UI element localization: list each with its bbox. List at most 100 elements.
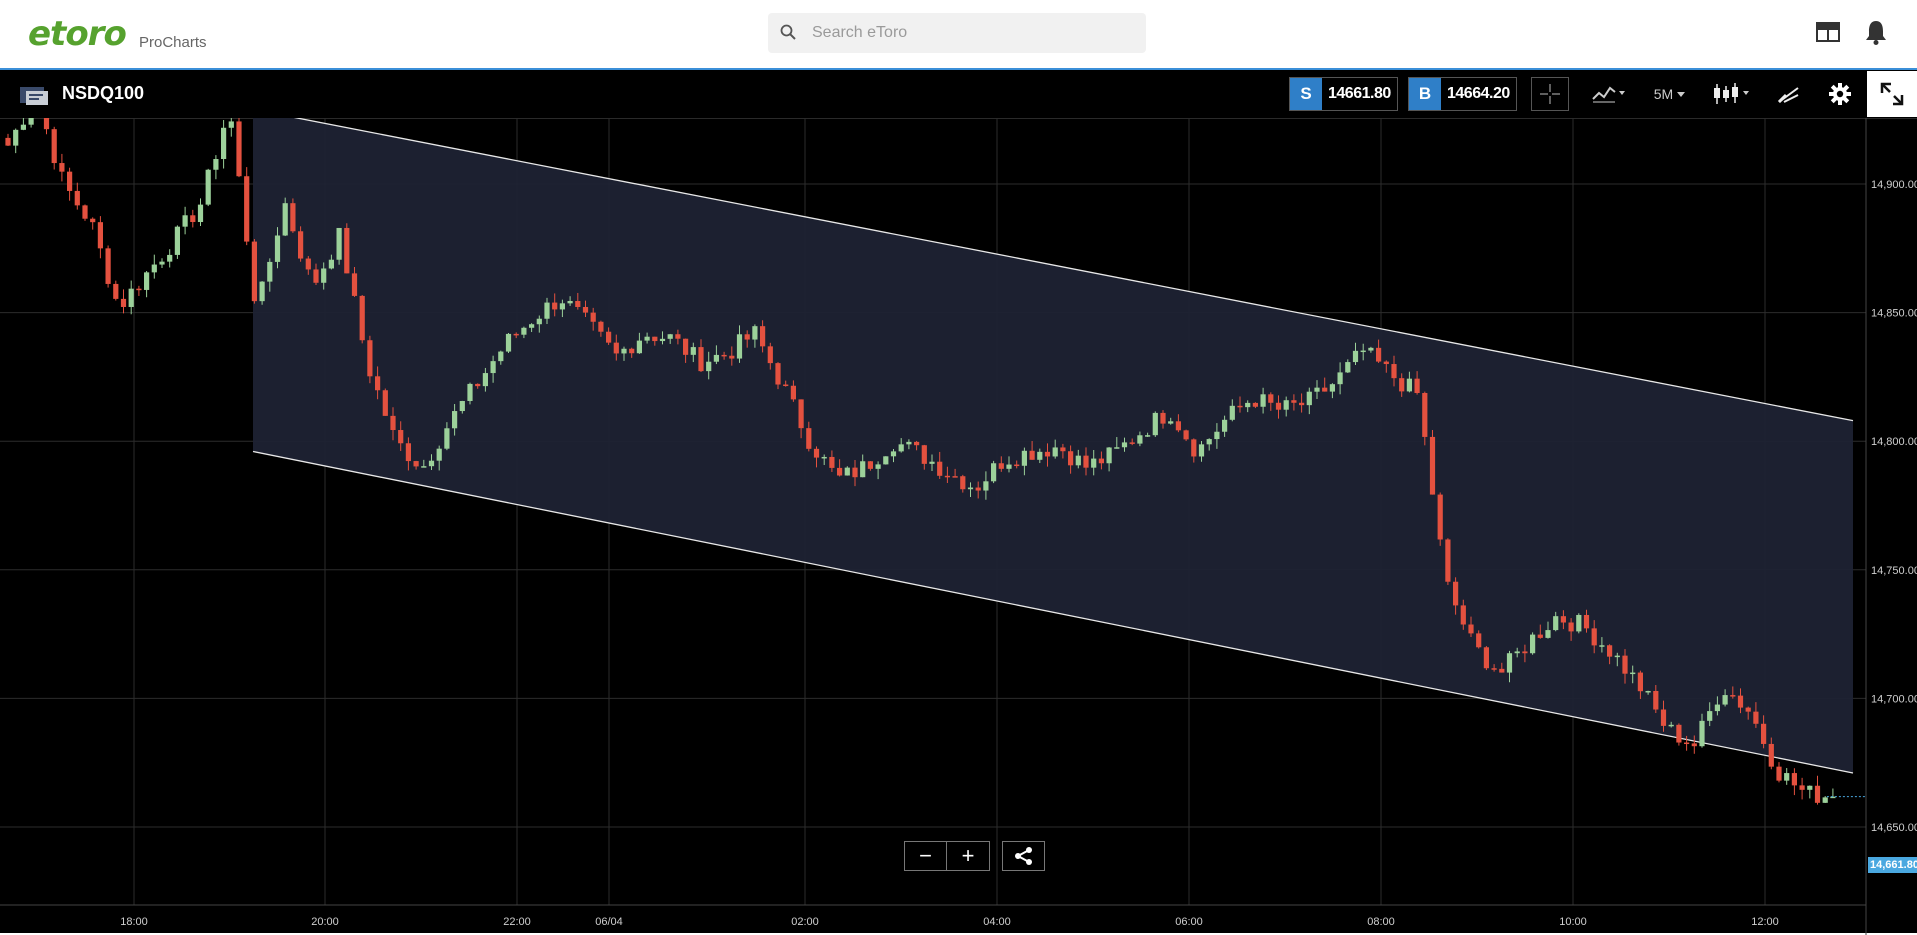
instrument-symbol[interactable]: NSDQ100 — [62, 83, 145, 103]
candle-body — [1660, 709, 1667, 726]
candle-body — [1668, 724, 1674, 727]
candle-body — [305, 258, 311, 270]
candle-body — [998, 463, 1004, 469]
candle-body — [1645, 690, 1651, 693]
channel-fill — [253, 118, 1853, 773]
buy-quote-button[interactable]: B 14664.20 — [1408, 77, 1517, 111]
candle-body — [13, 129, 19, 146]
candle-body — [613, 342, 619, 354]
candle-body — [559, 303, 565, 310]
sell-price: 14661.80 — [1328, 85, 1391, 102]
candle-body — [1352, 350, 1359, 363]
candle-body — [1830, 796, 1836, 799]
crosshair-button[interactable] — [1531, 77, 1569, 111]
candle-body — [221, 127, 227, 160]
candle-body — [421, 466, 427, 468]
candle-body — [1168, 421, 1174, 424]
candle-style-button[interactable] — [1710, 77, 1754, 111]
candle-body — [844, 467, 850, 476]
candle-body — [1568, 622, 1574, 632]
top-bar: etoro ProCharts — [0, 0, 1917, 68]
draw-tool-icon — [1777, 87, 1799, 104]
candle-body — [544, 302, 550, 319]
candle-body — [113, 283, 119, 299]
candle-body — [428, 460, 435, 467]
product-name: ProCharts — [139, 34, 207, 51]
candle-body — [475, 383, 481, 387]
share-icon — [1014, 847, 1032, 865]
candle-body — [852, 467, 858, 478]
candle-body — [490, 361, 496, 374]
candle-body — [744, 334, 750, 340]
channel-lower-line — [252, 450, 1854, 774]
candle-body — [767, 346, 773, 364]
search-input[interactable] — [812, 13, 1132, 53]
candle-body — [1114, 447, 1120, 449]
candle-body — [1083, 455, 1089, 468]
candle-body — [890, 451, 897, 457]
search-box[interactable] — [768, 13, 1146, 53]
candle-body — [97, 222, 103, 249]
candle-body — [136, 288, 142, 291]
timeframe-select[interactable]: 5M — [1650, 77, 1690, 111]
candle-body — [1784, 773, 1790, 781]
candle-body — [921, 445, 927, 464]
candle-body — [1345, 362, 1351, 373]
candle-body — [1044, 451, 1051, 457]
y-tick-label: 14,750.00 — [1871, 565, 1917, 577]
current-price-label: 14,661.80 — [1868, 857, 1917, 873]
candle-body — [1014, 464, 1020, 467]
candle-body — [182, 215, 188, 227]
settings-button[interactable] — [1823, 77, 1857, 111]
candle-body — [698, 347, 704, 372]
candle-body — [944, 475, 950, 478]
candle-body — [151, 264, 157, 273]
candle-body — [636, 340, 642, 354]
candle-body — [1637, 672, 1643, 692]
candle-body — [498, 351, 504, 362]
candle-body — [529, 324, 535, 328]
instrument-flag-icon — [20, 85, 48, 105]
candle-body — [105, 248, 111, 284]
candle-body — [251, 241, 257, 302]
fullscreen-button[interactable] — [1867, 71, 1917, 117]
candle-body — [1245, 402, 1251, 408]
fullscreen-icon — [1880, 82, 1904, 106]
candle-body — [914, 441, 920, 446]
candle-body — [575, 300, 581, 307]
candle-body — [1160, 412, 1166, 424]
candle-body — [1614, 655, 1620, 658]
candle-body — [1722, 695, 1728, 705]
candle-body — [452, 411, 458, 429]
candle-body — [960, 476, 966, 490]
draw-tools-button[interactable] — [1771, 77, 1807, 111]
candle-body — [1761, 723, 1767, 744]
candle-body — [1737, 695, 1744, 708]
candle-body — [1322, 387, 1328, 392]
candle-body — [567, 300, 573, 304]
y-tick-label: 14,900.00 — [1871, 179, 1917, 191]
candle-body — [1206, 439, 1212, 445]
time-axis: 18:00 20:00 22:00 06/04 02:00 04:00 06:00 08:00… — [120, 916, 1779, 928]
layout-icon[interactable] — [1816, 22, 1842, 44]
candle-body — [1476, 633, 1482, 648]
etoro-logo[interactable]: etoro — [28, 14, 127, 54]
share-button[interactable] — [1002, 841, 1045, 871]
candle-body — [1337, 372, 1343, 385]
candle-body — [521, 327, 527, 335]
zoom-in-button[interactable]: + — [947, 841, 990, 871]
sell-quote-button[interactable]: S 14661.80 — [1289, 77, 1398, 111]
candle-body — [1768, 743, 1774, 767]
candle-body — [1483, 647, 1489, 669]
chart-type-button[interactable] — [1588, 77, 1630, 111]
candle-body — [267, 261, 273, 282]
candle-body — [405, 443, 411, 462]
price-chart[interactable]: 14,900.00 14,850.00 14,800.00 14,750.00 14,7… — [0, 118, 1917, 935]
candle-body — [1414, 378, 1420, 393]
candle-body — [1121, 442, 1128, 448]
candle-body — [1676, 724, 1682, 743]
zoom-out-button[interactable]: − — [904, 841, 947, 871]
y-tick-label: 14,850.00 — [1871, 308, 1917, 320]
notifications-bell-icon[interactable] — [1864, 19, 1890, 45]
candle-body — [1021, 450, 1027, 466]
